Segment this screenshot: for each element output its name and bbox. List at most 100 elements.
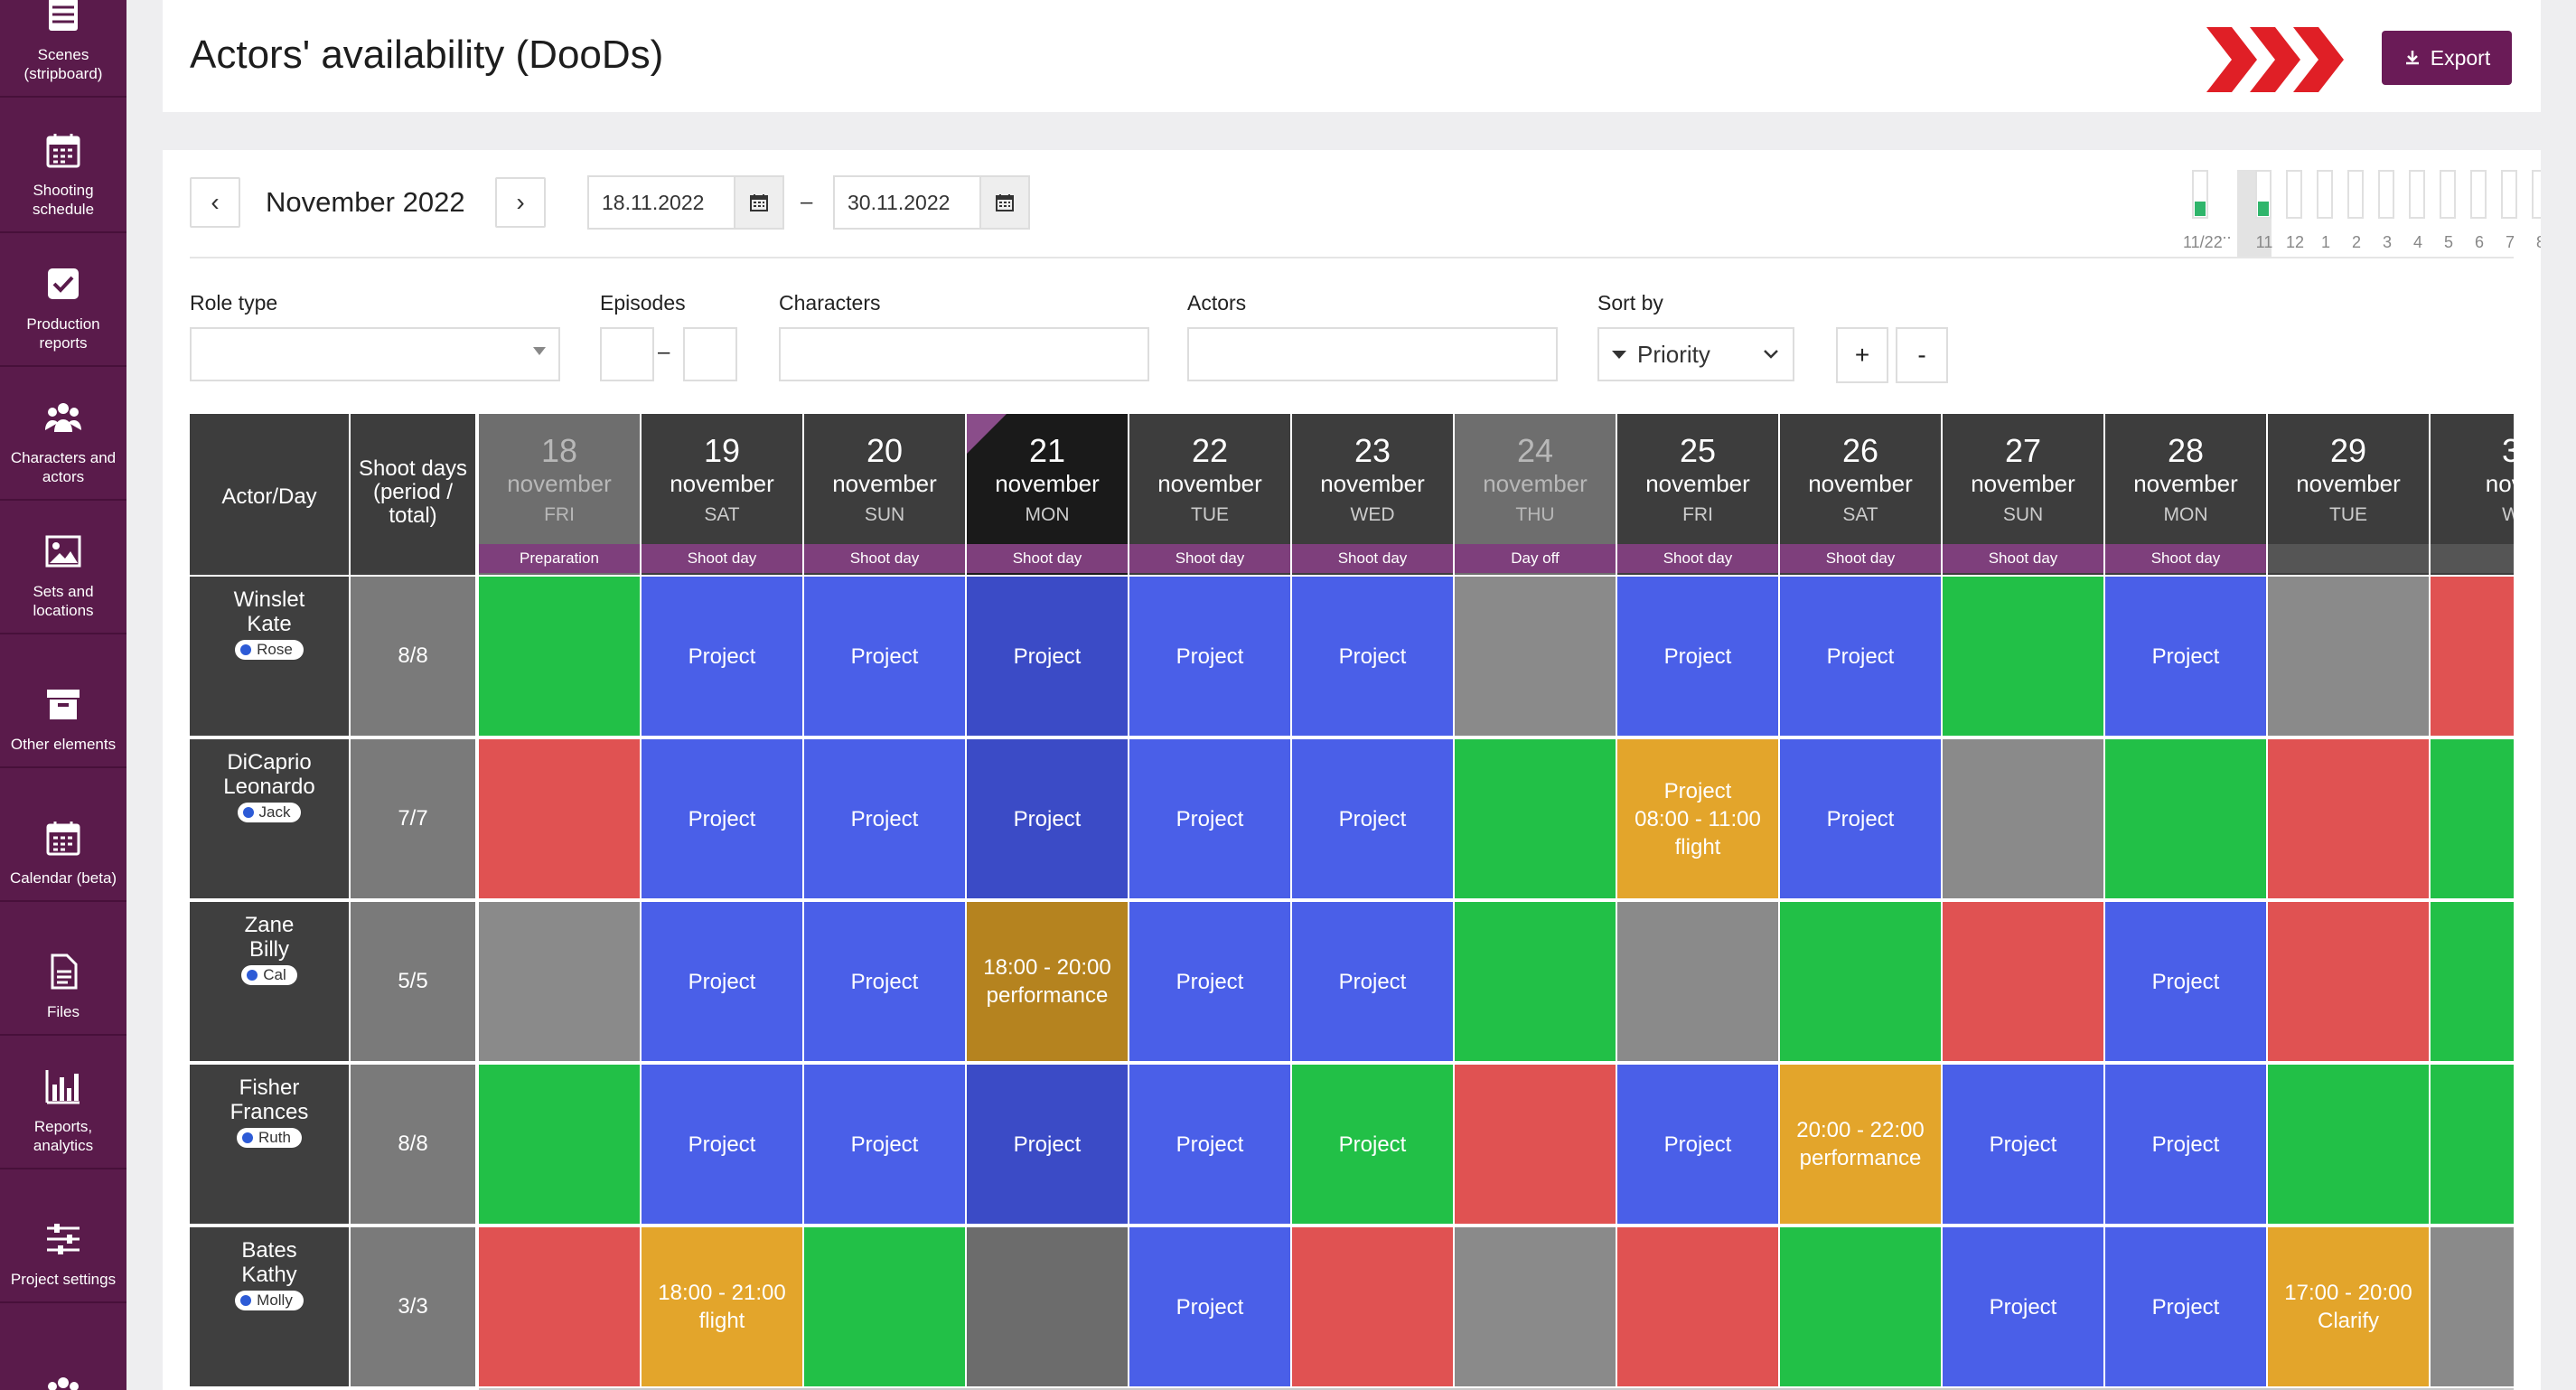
next-month-button[interactable]: › bbox=[495, 177, 546, 228]
availability-cell[interactable]: Project bbox=[804, 739, 967, 900]
availability-cell[interactable] bbox=[1943, 577, 2105, 737]
role-type-select[interactable] bbox=[190, 327, 560, 381]
sidebar-item-production-reports[interactable]: Production reports bbox=[0, 233, 126, 367]
availability-cell[interactable]: Project bbox=[1129, 739, 1292, 900]
actors-input[interactable] bbox=[1187, 327, 1558, 381]
availability-cell[interactable] bbox=[2268, 739, 2431, 900]
availability-cell[interactable]: Project bbox=[642, 739, 804, 900]
day-header-28[interactable]: 28 november MON Shoot day bbox=[2105, 414, 2268, 575]
actor-cell[interactable]: Bates Kathy Molly bbox=[190, 1227, 351, 1388]
availability-cell[interactable]: Project bbox=[1617, 577, 1780, 737]
availability-cell[interactable]: 18:00 - 21:00 flight bbox=[642, 1227, 804, 1388]
sidebar-item-characters-and-actors[interactable]: Characters and actors bbox=[0, 367, 126, 501]
availability-cell[interactable]: Project bbox=[642, 902, 804, 1063]
prev-month-button[interactable]: ‹ bbox=[190, 177, 240, 228]
sidebar-item-sets-and-locations[interactable]: Sets and locations bbox=[0, 501, 126, 634]
availability-cell[interactable]: Project bbox=[1129, 1227, 1292, 1388]
calendar-icon[interactable] bbox=[734, 177, 782, 228]
characters-input[interactable] bbox=[779, 327, 1149, 381]
availability-cell[interactable] bbox=[2431, 1227, 2514, 1388]
availability-cell[interactable]: 20:00 - 22:00 performance bbox=[1780, 1065, 1943, 1226]
actor-cell[interactable]: Winslet Kate Rose bbox=[190, 577, 351, 737]
availability-cell[interactable]: Project bbox=[967, 577, 1129, 737]
sidebar-item-files[interactable]: Files bbox=[0, 902, 126, 1036]
availability-cell[interactable]: Project bbox=[1129, 1065, 1292, 1226]
sidebar-item-project-settings[interactable]: Project settings bbox=[0, 1169, 126, 1303]
actor-cell[interactable]: Zane Billy Cal bbox=[190, 902, 351, 1063]
sort-by-select[interactable]: Priority bbox=[1597, 327, 1794, 381]
day-header-21[interactable]: 21 november MON Shoot day bbox=[967, 414, 1129, 575]
availability-cell[interactable]: Project bbox=[967, 739, 1129, 900]
day-header-29[interactable]: 29 november TUE bbox=[2268, 414, 2431, 575]
availability-cell[interactable] bbox=[1943, 902, 2105, 1063]
day-header-25[interactable]: 25 november FRI Shoot day bbox=[1617, 414, 1780, 575]
zoom-in-button[interactable]: + bbox=[1836, 327, 1888, 383]
availability-cell[interactable]: Project bbox=[804, 1065, 967, 1226]
availability-cell[interactable]: Project bbox=[1780, 739, 1943, 900]
sidebar-item-shooting-schedule[interactable]: Shooting schedule bbox=[0, 99, 126, 233]
availability-cell[interactable]: Project 08:00 - 11:00 flight bbox=[1617, 739, 1780, 900]
availability-cell[interactable]: 18:00 - 20:00 performance bbox=[967, 902, 1129, 1063]
availability-cell[interactable] bbox=[2105, 739, 2268, 900]
availability-cell[interactable]: Project bbox=[1292, 577, 1455, 737]
availability-cell[interactable] bbox=[2431, 739, 2514, 900]
availability-cell[interactable] bbox=[1617, 1227, 1780, 1388]
sidebar-item-scenes-stripboard[interactable]: Scenes (stripboard) bbox=[0, 0, 126, 98]
mini-timeline-bar[interactable] bbox=[2286, 170, 2302, 219]
availability-cell[interactable]: Project bbox=[1780, 577, 1943, 737]
availability-cell[interactable]: Project bbox=[2105, 1227, 2268, 1388]
mini-timeline-bar[interactable] bbox=[2317, 170, 2333, 219]
availability-cell[interactable] bbox=[1780, 1227, 1943, 1388]
availability-cell[interactable]: Project bbox=[1617, 1065, 1780, 1226]
availability-cell[interactable]: Project bbox=[1943, 1065, 2105, 1226]
mini-timeline-bar[interactable] bbox=[2255, 170, 2272, 219]
availability-cell[interactable]: Project bbox=[2105, 902, 2268, 1063]
episodes-from-input[interactable] bbox=[600, 327, 654, 381]
availability-cell[interactable] bbox=[2431, 1065, 2514, 1226]
day-header-27[interactable]: 27 november SUN Shoot day bbox=[1943, 414, 2105, 575]
mini-timeline-bar[interactable] bbox=[2440, 170, 2456, 219]
availability-cell[interactable] bbox=[1455, 1065, 1617, 1226]
availability-cell[interactable]: Project bbox=[1292, 739, 1455, 900]
availability-cell[interactable] bbox=[479, 577, 642, 737]
mini-timeline-bar[interactable] bbox=[2192, 170, 2208, 219]
sidebar-item-other-elements[interactable]: Other elements bbox=[0, 634, 126, 768]
actor-cell[interactable]: Fisher Frances Ruth bbox=[190, 1065, 351, 1226]
calendar-icon[interactable] bbox=[979, 177, 1028, 228]
zoom-out-button[interactable]: - bbox=[1896, 327, 1948, 383]
actor-cell[interactable]: DiCaprio Leonardo Jack bbox=[190, 739, 351, 900]
availability-cell[interactable] bbox=[479, 1065, 642, 1226]
day-header-19[interactable]: 19 november SAT Shoot day bbox=[642, 414, 804, 575]
mini-timeline-bar[interactable] bbox=[2409, 170, 2425, 219]
availability-cell[interactable]: Project bbox=[1129, 577, 1292, 737]
availability-cell[interactable] bbox=[1617, 902, 1780, 1063]
availability-cell[interactable] bbox=[479, 739, 642, 900]
availability-cell[interactable]: Project bbox=[1292, 1065, 1455, 1226]
mini-timeline-bar[interactable] bbox=[2501, 170, 2517, 219]
availability-cell[interactable] bbox=[2268, 1065, 2431, 1226]
availability-cell[interactable] bbox=[1455, 1227, 1617, 1388]
day-header-18[interactable]: 18 november FRI Preparation bbox=[479, 414, 642, 575]
mini-timeline-bar[interactable] bbox=[2347, 170, 2364, 219]
availability-cell[interactable] bbox=[2431, 577, 2514, 737]
day-header-24[interactable]: 24 november THU Day off bbox=[1455, 414, 1617, 575]
availability-cell[interactable] bbox=[1943, 739, 2105, 900]
availability-cell[interactable]: Project bbox=[804, 577, 967, 737]
mini-timeline-bar[interactable] bbox=[2470, 170, 2487, 219]
availability-cell[interactable]: Project bbox=[1129, 902, 1292, 1063]
date-from-input[interactable]: 18.11.2022 bbox=[587, 175, 784, 230]
availability-cell[interactable] bbox=[804, 1227, 967, 1388]
episodes-to-input[interactable] bbox=[683, 327, 737, 381]
availability-cell[interactable]: Project bbox=[804, 902, 967, 1063]
export-button[interactable]: Export bbox=[2382, 31, 2512, 85]
availability-cell[interactable]: Project bbox=[642, 1065, 804, 1226]
sidebar-item-calendar-beta[interactable]: Calendar (beta) bbox=[0, 768, 126, 902]
availability-cell[interactable] bbox=[1292, 1227, 1455, 1388]
availability-cell[interactable]: Project bbox=[2105, 577, 2268, 737]
day-header-20[interactable]: 20 november SUN Shoot day bbox=[804, 414, 967, 575]
availability-cell[interactable]: Project bbox=[642, 577, 804, 737]
mini-timeline-bar[interactable] bbox=[2532, 170, 2541, 219]
availability-cell[interactable] bbox=[479, 902, 642, 1063]
availability-cell[interactable] bbox=[967, 1227, 1129, 1388]
